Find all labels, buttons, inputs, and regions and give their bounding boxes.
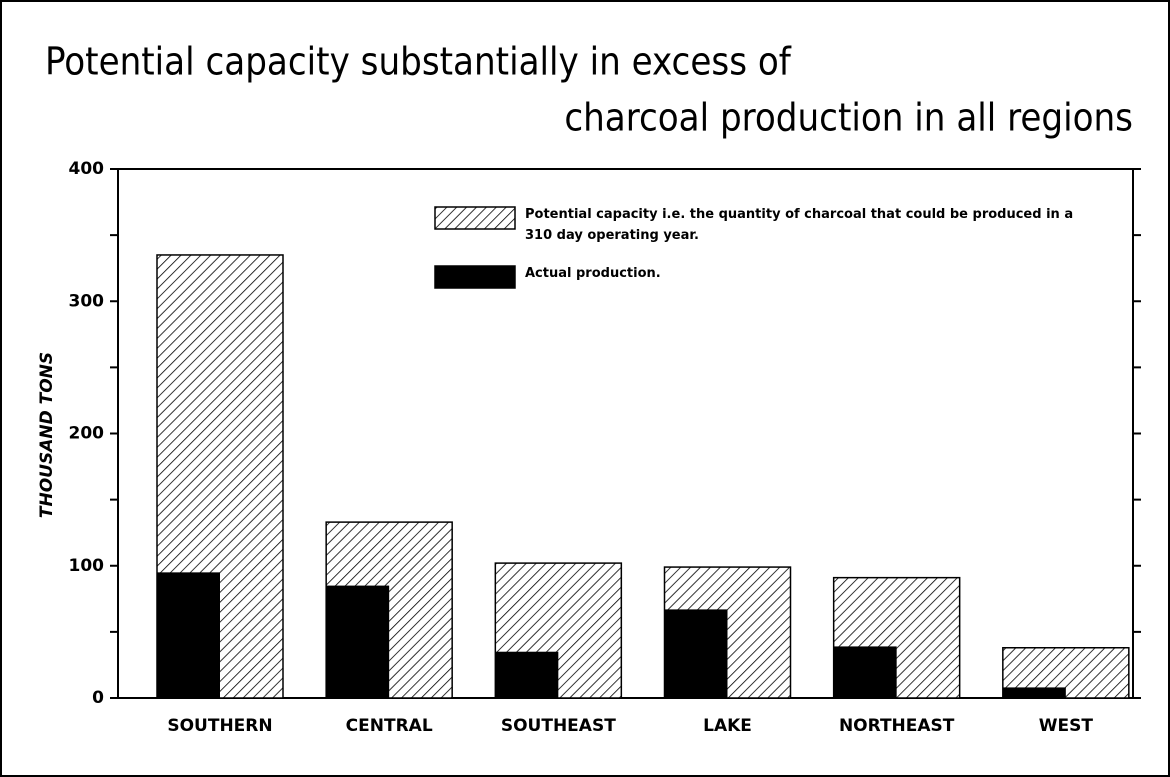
bar <box>833 646 897 698</box>
bar <box>326 585 390 698</box>
y-tick-label: 100 <box>69 556 105 576</box>
x-tick-label: SOUTHEAST <box>501 716 616 736</box>
bar <box>1002 687 1066 698</box>
bar <box>157 572 220 698</box>
legend-label: Actual production. <box>525 266 661 281</box>
y-tick-label: 200 <box>69 424 105 444</box>
x-tick-label: LAKE <box>703 716 752 736</box>
chart-title: charcoal production in all regions <box>564 96 1133 140</box>
y-axis-label: THOUSAND TONS <box>37 352 57 518</box>
legend-swatch <box>434 265 516 289</box>
chart-title: Potential capacity substantially in exce… <box>45 40 792 84</box>
bar <box>495 651 559 698</box>
x-tick-label: SOUTHERN <box>167 716 272 736</box>
legend-swatch <box>434 206 516 230</box>
legend-label: Potential capacity i.e. the quantity of … <box>525 207 1074 243</box>
y-tick-label: 0 <box>92 688 104 708</box>
x-tick-label: WEST <box>1039 716 1094 736</box>
bar <box>664 609 728 698</box>
y-tick-label: 400 <box>69 159 105 179</box>
y-tick-label: 300 <box>69 291 105 311</box>
x-tick-label: NORTHEAST <box>839 716 955 736</box>
x-tick-label: CENTRAL <box>346 716 433 736</box>
